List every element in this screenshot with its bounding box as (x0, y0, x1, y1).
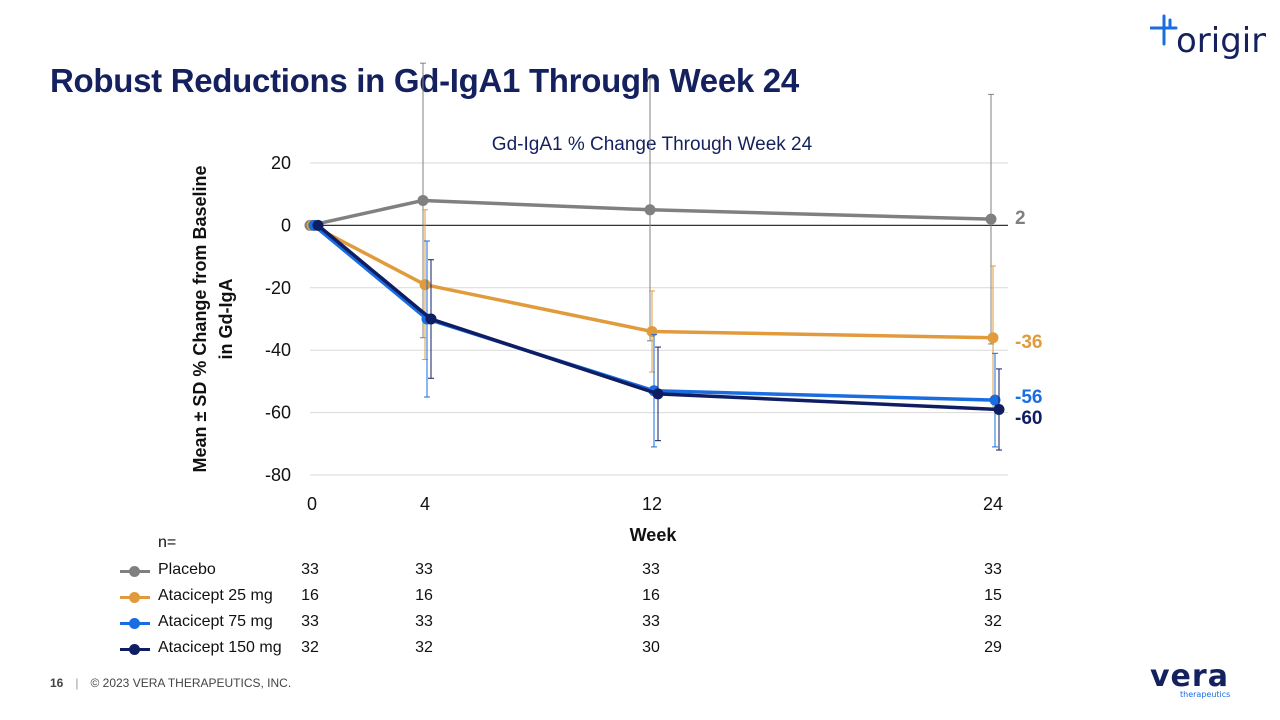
data-point (989, 394, 1001, 406)
y-tick-label: -20 (265, 278, 291, 298)
n-count: 16 (642, 587, 660, 604)
legend-marker (129, 644, 140, 655)
svg-text:therapeutics: therapeutics (1180, 690, 1230, 699)
y-tick-label: 0 (281, 215, 291, 235)
legend-marker (129, 618, 140, 629)
chart-title: Gd-IgA1 % Change Through Week 24 (492, 134, 813, 155)
n-count: 16 (415, 587, 433, 604)
series-1 (306, 209, 999, 410)
x-tick-label: 0 (307, 494, 317, 514)
n-count: 32 (984, 613, 1002, 630)
page-number: 16 (50, 676, 64, 690)
series-line (316, 224, 1000, 412)
svg-text:vera: vera (1150, 660, 1229, 694)
y-tick-label: -80 (265, 465, 291, 485)
legend-swatch (120, 592, 150, 603)
data-point (993, 403, 1005, 415)
y-axis-title-line2: in Gd-IgA (216, 279, 236, 360)
data-point (419, 279, 431, 291)
copyright: © 2023 VERA THERAPEUTICS, INC. (90, 676, 292, 690)
y-axis-title: Mean ± SD % Change from Baseline in Gd-I… (190, 166, 236, 473)
n-count: 32 (415, 639, 433, 656)
footer-separator: | (75, 676, 79, 690)
end-label: -60 (1015, 408, 1042, 429)
series-3 (312, 219, 1005, 451)
n-count: 33 (415, 561, 433, 578)
n-count: 32 (301, 639, 319, 656)
data-point (646, 325, 658, 337)
n-count: 33 (415, 613, 433, 630)
x-tick-label: 12 (642, 494, 662, 514)
end-label: 2 (1015, 208, 1026, 229)
x-tick-label: 4 (420, 494, 430, 514)
n-count: 33 (301, 613, 319, 630)
n-count: 29 (984, 639, 1002, 656)
legend-label: Atacicept 150 mg (158, 639, 282, 656)
series-group (304, 62, 1005, 451)
n-count: 33 (984, 561, 1002, 578)
n-count: 16 (301, 587, 319, 604)
legend-marker (129, 566, 140, 577)
data-point (644, 204, 656, 216)
x-axis-title: Week (630, 525, 678, 545)
legend-label: Placebo (158, 561, 216, 578)
y-axis-title-line1: Mean ± SD % Change from Baseline (190, 166, 210, 473)
y-tick-label: -40 (265, 340, 291, 360)
n-count: 30 (642, 639, 660, 656)
series-line (311, 223, 994, 340)
legend-swatch (120, 644, 150, 655)
x-tick-label: 24 (983, 494, 1003, 514)
legend-swatch (120, 566, 150, 577)
y-tick-label: -60 (265, 403, 291, 423)
end-label: -36 (1015, 332, 1042, 353)
n-count: 33 (642, 561, 660, 578)
n-header: n= (158, 534, 177, 551)
data-point (312, 219, 324, 231)
data-point (425, 313, 437, 325)
legend-label: Atacicept 25 mg (158, 587, 273, 604)
slide-title: Robust Reductions in Gd-IgA1 Through Wee… (50, 62, 799, 99)
vera-logo: vera therapeutics (1148, 659, 1238, 705)
data-point (652, 388, 664, 400)
end-label: -56 (1015, 387, 1042, 408)
legend-label: Atacicept 75 mg (158, 613, 273, 630)
footer: 16 | © 2023 VERA THERAPEUTICS, INC. (50, 676, 291, 690)
data-point (417, 194, 429, 206)
data-point (987, 332, 999, 344)
x-tick-labels: 0 4 12 24 (307, 494, 1003, 514)
n-count: 33 (642, 613, 660, 630)
n-count: 15 (984, 587, 1002, 604)
n-count: 33 (301, 561, 319, 578)
legend-swatch (120, 618, 150, 629)
y-tick-labels: 20 0 -20 -40 -60 -80 (265, 153, 291, 485)
legend-marker (129, 592, 140, 603)
end-labels: 2 -36 -56-60 (1015, 208, 1042, 429)
series-line (309, 198, 992, 228)
y-tick-label: 20 (271, 153, 291, 173)
svg-text:origin: origin (1176, 21, 1266, 61)
data-point (985, 213, 997, 225)
origin-logo: origin (1146, 6, 1273, 67)
